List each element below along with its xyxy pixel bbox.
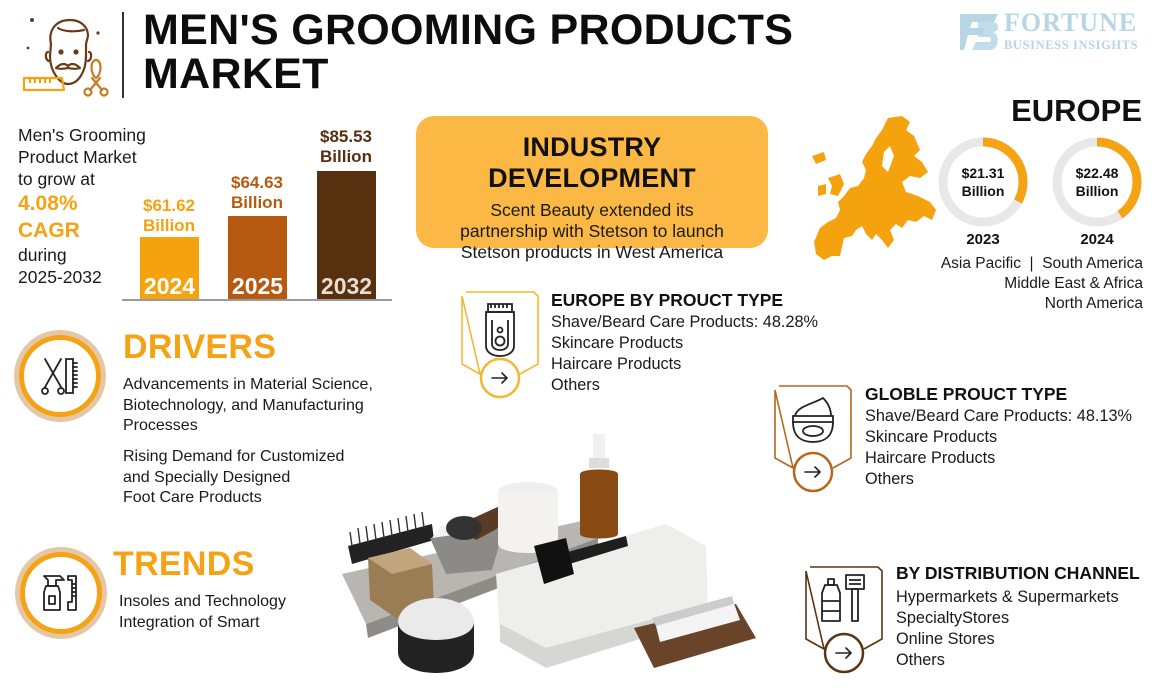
trend-item-1: Insoles and Technology Integration of Sm…	[119, 593, 286, 631]
segment-title: GLOBLE PROUCT TYPE	[865, 384, 1068, 404]
regions-line-2: Middle East & Africa	[1004, 275, 1143, 292]
segment-items: Shave/Beard Care Products: 48.28% Skinca…	[551, 312, 818, 396]
drivers-title: DRIVERS	[123, 328, 277, 366]
logo-word-fortune: FORTUNE	[1004, 8, 1138, 37]
bar-year-2024: 2024	[143, 273, 196, 299]
segment-item: SpecialtyStores	[896, 609, 1010, 627]
cagr-value: 4.08%	[18, 192, 78, 215]
driver-item-2: Rising Demand for Customized and Special…	[123, 448, 345, 506]
logo-word-business-insights: BUSINESS INSIGHTS	[1004, 38, 1139, 52]
europe-map-icon	[810, 116, 945, 261]
donut-year-2023: 2023	[966, 231, 1000, 248]
industry-development-text: Scent Beauty extended its partnership wi…	[460, 200, 724, 262]
industry-development-card: INDUSTRY DEVELOPMENT Scent Beauty extend…	[416, 116, 768, 262]
trimmer-icon	[485, 303, 515, 357]
spray-bottle-comb-icon	[43, 575, 77, 611]
drivers-badge	[14, 330, 106, 422]
bar-value-label-2024: $61.62 Billion	[143, 196, 195, 235]
driver-item-1: Advancements in Material Science, Biotec…	[123, 376, 373, 434]
donut-value-2024: $22.48 Billion	[1075, 165, 1119, 199]
segment-item: Skincare Products	[551, 334, 684, 352]
segment-item: Haircare Products	[551, 355, 682, 373]
other-regions-list: Asia Pacific | South America Middle East…	[900, 254, 1143, 314]
segment-card-frame	[461, 291, 539, 399]
segment-item: Online Stores	[896, 630, 995, 648]
growth-line-2: Product Market	[18, 147, 137, 167]
trends-badge	[15, 547, 107, 639]
donut-year-2024: 2024	[1080, 231, 1114, 248]
growth-period: 2025-2032	[18, 267, 102, 287]
segment-item: Haircare Products	[865, 449, 996, 467]
bar-year-2025: 2025	[231, 273, 284, 299]
europe-title: EUROPE	[1011, 93, 1142, 128]
title-line-2: MARKET	[143, 50, 329, 98]
bar-value-label-2032: $85.53 Billion	[320, 127, 372, 166]
page-title: MEN'S GROOMING PRODUCTS MARKET	[143, 8, 863, 96]
segment-title: EUROPE BY PROUCT TYPE	[551, 290, 784, 310]
chart-baseline	[122, 299, 392, 301]
segment-card-frame	[805, 566, 883, 674]
fortune-fb-logo-icon	[960, 14, 998, 50]
donut-chart-2024-icon	[1052, 137, 1142, 227]
header-divider	[122, 12, 124, 98]
bar-2032: 2032	[317, 171, 376, 299]
segment-item: Others	[551, 376, 600, 394]
donut-value-2023: $21.31 Billion	[961, 165, 1005, 199]
segment-item: Shave/Beard Care Products: 48.28%	[551, 313, 818, 331]
donut-chart-2023-icon	[938, 137, 1028, 227]
segment-item: Others	[865, 470, 914, 488]
trends-title: TRENDS	[113, 545, 255, 583]
segment-item: Hypermarkets & Supermarkets	[896, 588, 1119, 606]
regions-line-3: North America	[1044, 295, 1143, 312]
segment-title: BY DISTRIBUTION CHANNEL	[896, 563, 1140, 583]
fortune-logo[interactable]: FORTUNE BUSINESS INSIGHTS	[958, 8, 1148, 56]
growth-line-3: to grow at	[18, 169, 95, 189]
growth-line-1: Men's Grooming	[18, 125, 146, 145]
segment-item: Others	[896, 651, 945, 669]
growth-line-4: during	[18, 245, 67, 265]
title-line-1: MEN'S GROOMING PRODUCTS	[143, 6, 794, 54]
grooming-products-photo	[336, 428, 760, 690]
bar-2025: 2025	[228, 216, 287, 299]
segment-items: Shave/Beard Care Products: 48.13% Skinca…	[865, 406, 1132, 490]
bar-year-2032: 2032	[320, 273, 373, 299]
cream-jar-icon	[792, 396, 834, 443]
segment-item: Shave/Beard Care Products: 48.13%	[865, 407, 1132, 425]
regions-line-1: Asia Pacific | South America	[940, 255, 1143, 272]
barber-man-icon	[18, 8, 113, 98]
bar-value-label-2025: $64.63 Billion	[231, 173, 283, 212]
segment-items: Hypermarkets & Supermarkets SpecialtySto…	[896, 587, 1119, 671]
bottle-razor-icon	[821, 574, 865, 622]
segment-item: Skincare Products	[865, 428, 998, 446]
market-growth-summary: Men's Grooming Product Market to grow at…	[18, 124, 158, 288]
cagr-label: CAGR	[18, 219, 80, 242]
bar-2024: 2024	[140, 237, 199, 299]
segment-card-frame	[774, 385, 852, 493]
scissors-comb-icon	[41, 358, 78, 395]
industry-development-title: INDUSTRY DEVELOPMENT	[488, 132, 696, 193]
